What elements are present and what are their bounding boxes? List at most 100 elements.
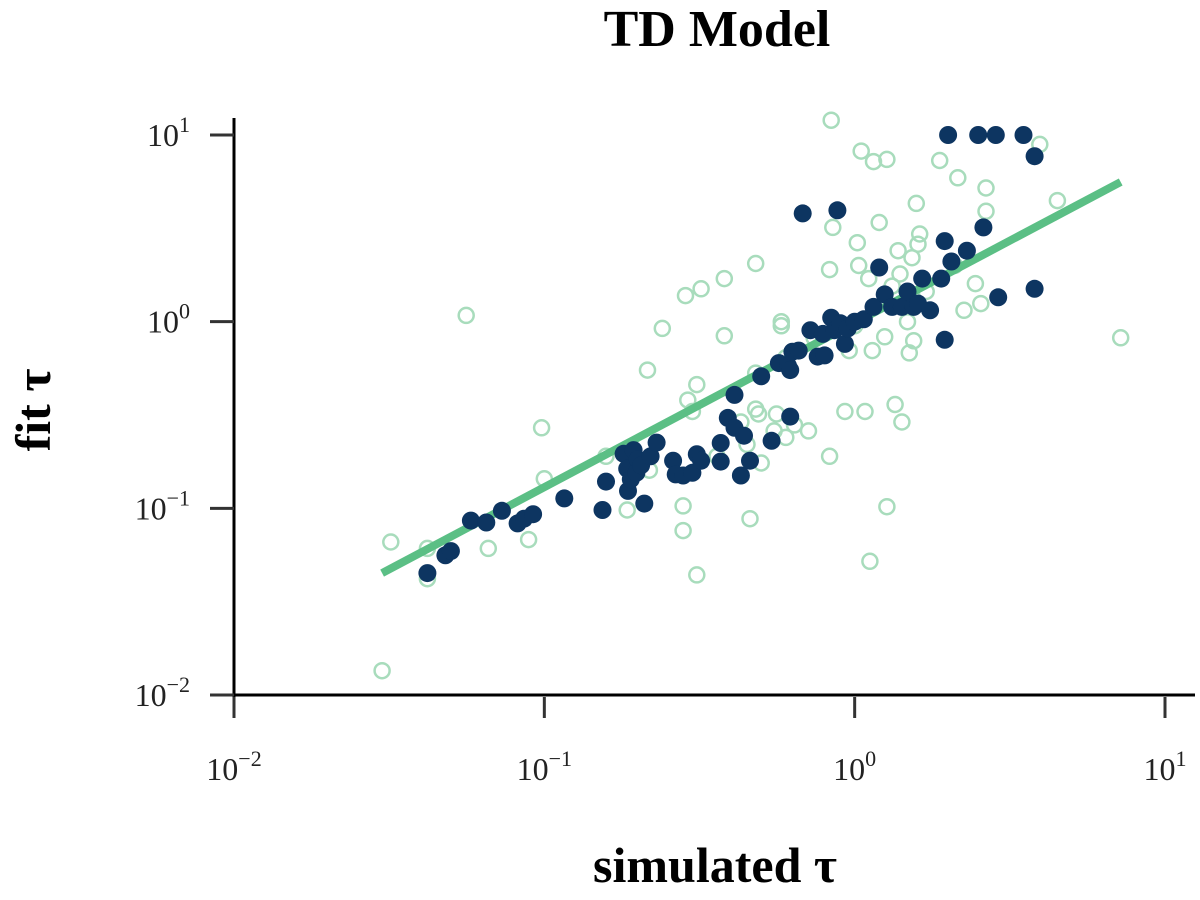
filled-point-8 xyxy=(524,505,543,524)
filled-point-5 xyxy=(492,501,511,520)
filled-point-66 xyxy=(913,269,932,288)
hollow-point-70 xyxy=(907,194,926,213)
filled-point-58 xyxy=(864,297,883,316)
hollow-point-28 xyxy=(746,254,765,273)
hollow-point-11 xyxy=(638,361,657,379)
filled-point-36 xyxy=(741,451,759,470)
filled-point-9 xyxy=(555,489,574,508)
hollow-point-58 xyxy=(875,328,894,346)
filled-point-59 xyxy=(870,258,889,277)
hollow-point-42 xyxy=(820,447,839,466)
hollow-point-6 xyxy=(519,530,538,549)
hollow-point-57 xyxy=(870,213,888,232)
hollow-point-64 xyxy=(891,265,909,283)
hollow-point-81 xyxy=(977,179,995,197)
filled-point-72 xyxy=(942,252,961,271)
hollow-point-0 xyxy=(373,661,391,680)
filled-point-74 xyxy=(969,126,988,144)
filled-point-28 xyxy=(692,451,711,470)
filled-point-30 xyxy=(711,434,730,452)
filled-point-54 xyxy=(835,334,854,353)
y-tick-label-1: 10−1 xyxy=(135,485,190,526)
hollow-points-series xyxy=(373,111,1130,680)
hollow-point-24 xyxy=(715,269,734,288)
filled-point-45 xyxy=(793,204,812,223)
x-tick-label-1: 10−1 xyxy=(517,746,572,787)
hollow-point-65 xyxy=(893,413,911,431)
hollow-point-55 xyxy=(863,341,882,360)
hollow-point-45 xyxy=(824,218,842,237)
hollow-point-46 xyxy=(836,402,854,421)
hollow-point-66 xyxy=(898,312,917,331)
y-tick-label-0: 10−2 xyxy=(135,672,190,713)
hollow-point-5 xyxy=(479,539,498,558)
filled-point-42 xyxy=(781,361,800,380)
filled-point-2 xyxy=(441,542,460,561)
filled-point-75 xyxy=(974,218,993,237)
filled-point-0 xyxy=(418,564,437,583)
filled-point-79 xyxy=(1025,147,1044,166)
filled-point-4 xyxy=(477,513,496,532)
filled-point-37 xyxy=(752,367,771,386)
filled-point-20 xyxy=(635,494,654,513)
filled-point-68 xyxy=(932,269,951,288)
hollow-point-19 xyxy=(688,375,706,394)
hollow-point-13 xyxy=(653,319,672,338)
filled-point-33 xyxy=(725,385,744,404)
fit-line xyxy=(380,178,1123,577)
x-tick-label-0: 10−2 xyxy=(206,746,261,787)
filled-point-34 xyxy=(731,466,750,485)
hollow-point-7 xyxy=(532,419,551,437)
filled-point-3 xyxy=(461,511,480,530)
hollow-point-79 xyxy=(966,274,985,293)
hollow-point-52 xyxy=(856,402,874,421)
hollow-point-72 xyxy=(910,225,929,243)
filled-point-41 xyxy=(781,407,800,426)
hollow-point-59 xyxy=(878,497,896,516)
filled-point-21 xyxy=(641,447,660,466)
filled-points-series xyxy=(418,126,1044,583)
filled-point-23 xyxy=(664,451,683,470)
y-tick-label-2: 100 xyxy=(147,299,190,340)
filled-point-38 xyxy=(762,431,781,450)
hollow-point-84 xyxy=(1048,191,1067,210)
filled-point-76 xyxy=(986,126,1005,144)
chart-title: TD Model xyxy=(604,1,831,58)
hollow-point-50 xyxy=(849,256,868,275)
hollow-point-40 xyxy=(799,422,818,440)
hollow-point-69 xyxy=(904,332,923,350)
hollow-point-44 xyxy=(822,111,840,129)
hollow-point-20 xyxy=(688,566,706,584)
hollow-point-60 xyxy=(878,150,896,169)
hollow-point-77 xyxy=(949,169,967,187)
filled-point-57 xyxy=(854,310,873,329)
x-axis-label: simulated τ xyxy=(593,837,837,893)
hollow-point-14 xyxy=(674,497,692,515)
y-tick-label-3: 101 xyxy=(147,112,190,153)
fit-line-layer xyxy=(380,178,1123,577)
hollow-point-1 xyxy=(382,533,400,551)
hollow-point-51 xyxy=(852,142,870,160)
hollow-point-80 xyxy=(972,294,990,313)
hollow-point-36 xyxy=(772,312,791,331)
filled-point-49 xyxy=(815,346,834,365)
hollow-point-15 xyxy=(674,521,692,540)
filled-point-52 xyxy=(828,201,847,220)
hollow-point-23 xyxy=(715,327,734,345)
hollow-point-21 xyxy=(692,280,710,298)
hollow-point-27 xyxy=(741,509,759,528)
y-axis-ticks: 10−2 10−1 100 101 xyxy=(135,112,234,713)
filled-point-71 xyxy=(939,126,958,144)
hollow-point-49 xyxy=(848,233,867,252)
hollow-point-4 xyxy=(457,306,475,325)
hollow-point-71 xyxy=(909,235,927,253)
filled-point-44 xyxy=(789,341,808,360)
filled-point-29 xyxy=(711,452,730,471)
filled-point-10 xyxy=(593,501,612,519)
hollow-point-43 xyxy=(820,260,839,279)
hollow-point-53 xyxy=(859,269,878,288)
hollow-point-75 xyxy=(930,151,949,170)
filled-point-11 xyxy=(597,472,615,491)
filled-point-77 xyxy=(989,288,1008,307)
